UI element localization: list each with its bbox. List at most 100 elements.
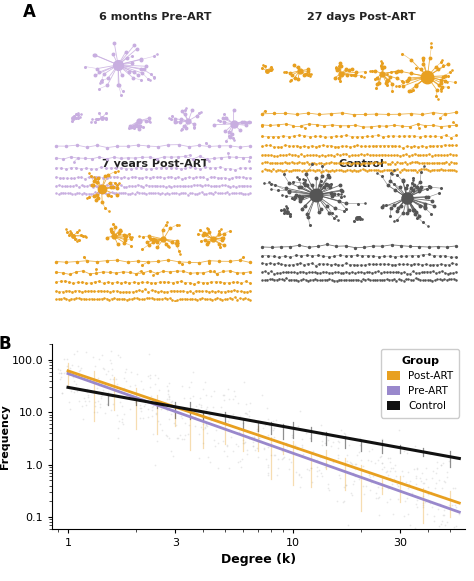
Point: [365, 468, 373, 478]
Point: [406, 479, 413, 489]
Point: [157, 404, 164, 413]
Point: [426, 498, 434, 508]
Point: [447, 502, 454, 511]
Point: [343, 450, 350, 460]
Point: [249, 441, 256, 450]
Point: [294, 421, 302, 431]
Point: [438, 483, 446, 493]
Point: [313, 455, 321, 464]
Point: [190, 391, 197, 400]
Point: [285, 464, 292, 474]
Point: [83, 388, 91, 397]
Point: [408, 488, 416, 497]
Point: [97, 377, 105, 386]
Point: [214, 438, 222, 447]
Point: [133, 389, 140, 398]
Point: [155, 385, 163, 394]
Point: [347, 458, 355, 467]
Point: [114, 434, 121, 443]
Point: [353, 451, 361, 460]
Point: [433, 463, 440, 472]
Point: [55, 368, 63, 378]
Point: [431, 511, 438, 521]
Point: [451, 528, 458, 537]
Point: [443, 473, 451, 482]
Point: [398, 479, 406, 488]
Point: [146, 374, 154, 383]
Point: [106, 375, 113, 384]
Point: [166, 401, 173, 410]
Point: [246, 399, 254, 408]
Point: [84, 392, 91, 401]
Point: [224, 385, 232, 394]
Point: [386, 467, 393, 476]
Point: [258, 391, 265, 400]
Point: [206, 410, 214, 419]
Point: [97, 391, 104, 400]
Point: [359, 481, 367, 490]
Point: [137, 406, 145, 415]
Point: [288, 422, 296, 431]
Point: [313, 471, 321, 480]
Point: [129, 391, 137, 400]
Point: [302, 428, 310, 437]
Point: [194, 404, 202, 414]
Point: [263, 454, 270, 463]
Point: [93, 407, 101, 416]
Point: [56, 374, 64, 383]
Point: [406, 476, 414, 486]
Point: [351, 460, 359, 469]
Point: [349, 479, 356, 489]
Point: [445, 501, 453, 510]
Point: [295, 471, 303, 480]
Point: [335, 437, 343, 447]
Point: [346, 457, 354, 467]
Point: [260, 444, 268, 453]
Point: [264, 462, 272, 472]
Point: [236, 456, 243, 465]
Point: [73, 385, 81, 394]
Point: [170, 404, 177, 413]
Point: [260, 444, 267, 453]
Point: [391, 474, 398, 483]
Point: [203, 419, 210, 429]
Point: [413, 464, 420, 473]
Point: [357, 456, 365, 465]
Point: [394, 481, 401, 490]
Point: [179, 413, 186, 422]
Point: [296, 407, 304, 416]
Point: [422, 463, 429, 472]
Point: [101, 380, 109, 389]
Point: [347, 489, 355, 498]
Point: [307, 463, 315, 472]
Point: [402, 478, 410, 487]
Point: [108, 406, 115, 415]
Point: [180, 435, 188, 444]
Point: [219, 390, 227, 400]
Point: [105, 392, 113, 401]
Point: [356, 440, 364, 449]
Point: [177, 411, 185, 421]
Text: Control: Control: [338, 159, 384, 169]
Point: [225, 416, 232, 425]
Point: [387, 457, 394, 467]
Point: [438, 517, 446, 526]
Point: [299, 449, 306, 458]
Point: [414, 484, 421, 493]
Point: [118, 417, 126, 426]
Point: [109, 375, 117, 384]
Point: [431, 484, 438, 493]
Point: [272, 450, 279, 459]
Point: [167, 397, 174, 407]
Point: [368, 444, 376, 453]
Point: [90, 352, 97, 361]
Point: [116, 352, 124, 361]
Point: [235, 457, 242, 467]
Point: [240, 377, 247, 386]
Point: [422, 475, 430, 484]
Point: [412, 500, 420, 509]
Point: [164, 389, 172, 399]
Point: [264, 414, 272, 424]
Point: [257, 436, 264, 445]
Point: [263, 439, 270, 449]
